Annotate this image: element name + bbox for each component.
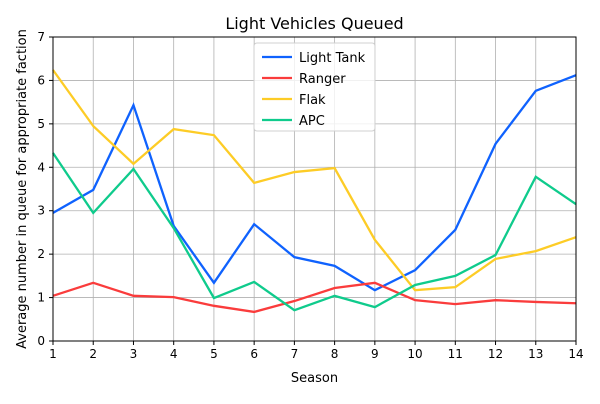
x-tick-label: 14 xyxy=(568,347,583,361)
x-tick-label: 12 xyxy=(488,347,503,361)
y-tick-label: 5 xyxy=(37,117,45,131)
series-line-flak xyxy=(52,69,577,292)
series-line-apc xyxy=(52,152,577,312)
y-axis-label: Average number in queue for appropriate … xyxy=(15,29,30,349)
x-tick-label: 8 xyxy=(331,347,339,361)
y-tick-label: 1 xyxy=(37,291,45,305)
legend-label: Light Tank xyxy=(299,51,366,66)
x-axis-label: Season xyxy=(291,371,338,386)
x-tick-label: 4 xyxy=(170,347,178,361)
x-tick-label: 9 xyxy=(371,347,379,361)
y-tick-label: 7 xyxy=(37,30,45,44)
series-line-ranger xyxy=(52,281,577,314)
x-tick-label: 7 xyxy=(291,347,299,361)
x-tick-label: 13 xyxy=(528,347,543,361)
x-tick-label: 5 xyxy=(210,347,218,361)
y-tick-label: 6 xyxy=(37,73,45,87)
x-tick-label: 2 xyxy=(89,347,97,361)
x-tick-label: 10 xyxy=(407,347,422,361)
x-tick-label: 11 xyxy=(448,347,463,361)
legend-label: APC xyxy=(299,114,325,129)
y-tick-label: 4 xyxy=(37,160,45,174)
series-line-light-tank xyxy=(52,74,577,292)
legend-label: Ranger xyxy=(299,72,346,87)
x-tick-label: 3 xyxy=(130,347,138,361)
x-tick-label: 1 xyxy=(49,347,57,361)
y-tick-label: 3 xyxy=(37,204,45,218)
plot-frame xyxy=(52,36,577,342)
y-tick-label: 0 xyxy=(37,334,45,348)
y-tick-label: 2 xyxy=(37,247,45,261)
legend-box xyxy=(253,42,376,132)
chart-title: Light Vehicles Queued xyxy=(225,14,403,33)
legend-label: Flak xyxy=(299,93,326,108)
x-tick-label: 6 xyxy=(250,347,258,361)
